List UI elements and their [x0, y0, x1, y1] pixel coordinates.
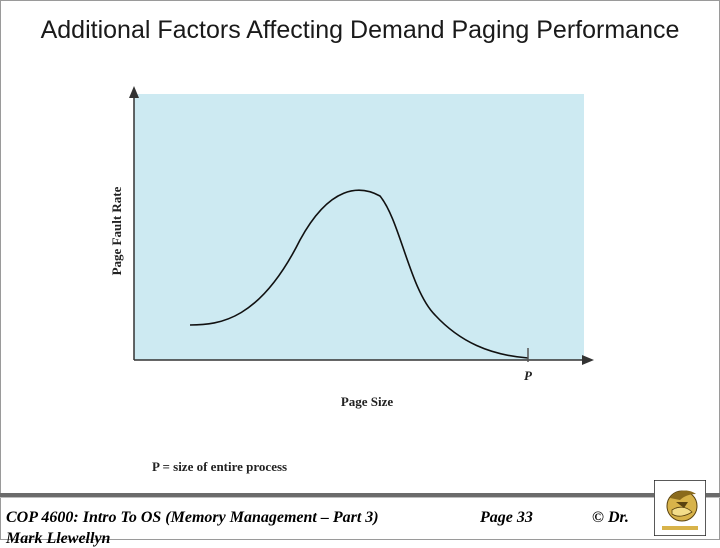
- plot-area: [134, 94, 584, 360]
- footer-page-number: Page 33: [480, 509, 533, 526]
- page-fault-rate-figure: P Page Fault Rate Page Size P = size of …: [100, 80, 600, 480]
- footer-copyright: © Dr.: [592, 509, 629, 526]
- page-fault-rate-plot: P Page Fault Rate Page Size P = size of …: [109, 86, 594, 474]
- x-axis-arrow-icon: [582, 355, 594, 365]
- y-axis-arrow-icon: [129, 86, 139, 98]
- footer-divider: [0, 493, 720, 497]
- university-pegasus-logo-icon: [653, 479, 707, 537]
- footer-divider-thin: [0, 497, 720, 498]
- footer-course: COP 4600: Intro To OS (Memory Management…: [6, 509, 379, 526]
- footer-author: Mark Llewellyn: [6, 530, 111, 547]
- slide-title: Additional Factors Affecting Demand Pagi…: [40, 16, 680, 44]
- y-axis-label: Page Fault Rate: [109, 186, 124, 275]
- figure-caption: P = size of entire process: [152, 459, 287, 474]
- p-marker-label: P: [524, 368, 533, 383]
- x-axis-label: Page Size: [341, 394, 394, 409]
- page-fault-curve: [189, 189, 529, 359]
